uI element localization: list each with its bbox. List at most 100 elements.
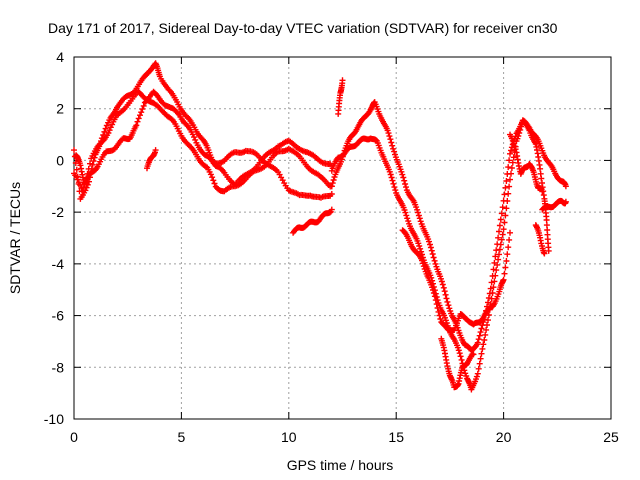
data-point xyxy=(503,178,510,184)
y-tick-label: 4 xyxy=(56,49,64,65)
data-point xyxy=(496,222,503,229)
data-point xyxy=(102,125,109,132)
data-point xyxy=(504,198,511,204)
data-point xyxy=(477,329,484,336)
data-point xyxy=(387,171,394,178)
data-point xyxy=(507,176,513,183)
data-point xyxy=(385,130,392,137)
data-point xyxy=(140,102,147,109)
data-point xyxy=(502,264,509,271)
data-point xyxy=(476,332,483,339)
data-point xyxy=(388,139,395,146)
data-point xyxy=(499,204,506,211)
data-point xyxy=(416,215,423,222)
data-point xyxy=(209,174,216,181)
data-point xyxy=(433,301,440,308)
data-point xyxy=(434,305,441,311)
data-point xyxy=(415,212,422,219)
data-point xyxy=(507,150,513,157)
data-point xyxy=(439,281,446,288)
y-tick-label: -10 xyxy=(44,411,64,427)
data-point xyxy=(399,171,406,178)
data-point xyxy=(500,226,507,233)
data-point xyxy=(391,184,398,191)
data-point xyxy=(478,325,485,332)
y-tick-label: -6 xyxy=(52,308,65,324)
data-point xyxy=(389,177,396,184)
data-point xyxy=(480,341,487,348)
data-point xyxy=(515,133,522,139)
data-point xyxy=(494,261,501,268)
data-point xyxy=(441,288,448,295)
x-tick-label: 15 xyxy=(388,429,404,445)
data-point xyxy=(518,123,525,130)
data-point xyxy=(481,337,488,343)
data-point xyxy=(478,350,485,357)
data-point xyxy=(387,136,394,143)
data-point xyxy=(442,291,449,298)
data-point xyxy=(134,118,141,125)
data-point xyxy=(390,145,397,152)
data-point xyxy=(152,147,159,154)
data-point xyxy=(509,159,516,166)
data-point xyxy=(455,347,462,354)
data-point xyxy=(211,180,218,187)
data-point xyxy=(437,316,444,322)
x-tick-label: 10 xyxy=(281,429,297,445)
data-point xyxy=(403,184,409,191)
data-point xyxy=(428,247,435,254)
data-point xyxy=(496,246,503,253)
data-point xyxy=(404,215,411,222)
data-point xyxy=(505,244,512,251)
data-point xyxy=(106,127,113,134)
data-point xyxy=(435,308,442,315)
data-point xyxy=(430,290,437,296)
data-point xyxy=(107,124,114,131)
data-point xyxy=(329,180,336,187)
data-point xyxy=(436,312,443,319)
data-point xyxy=(495,234,502,241)
data-point xyxy=(516,130,523,136)
data-point xyxy=(73,166,80,173)
data-point xyxy=(506,183,513,190)
data-point xyxy=(419,260,426,267)
data-point xyxy=(505,190,512,197)
data-point xyxy=(105,130,112,136)
data-point xyxy=(504,251,511,258)
data-point xyxy=(391,148,398,155)
data-point xyxy=(416,243,423,249)
x-tick-label: 5 xyxy=(178,429,186,445)
data-point xyxy=(479,345,486,352)
x-tick-labels: 0 5 10 15 20 25 xyxy=(70,429,619,445)
data-point xyxy=(503,258,510,264)
data-point xyxy=(541,250,548,257)
data-point xyxy=(440,284,447,291)
data-point xyxy=(511,143,518,150)
data-point xyxy=(330,177,337,183)
data-point xyxy=(401,177,408,184)
y-tick-labels: -10 -8 -6 -4 -2 0 2 4 xyxy=(44,49,64,427)
data-point xyxy=(137,112,143,119)
data-point xyxy=(191,134,197,141)
data-point xyxy=(384,127,391,134)
y-tick-label: 2 xyxy=(56,101,64,117)
data-point xyxy=(508,165,515,171)
data-point xyxy=(488,279,495,286)
data-point xyxy=(103,122,110,129)
data-point xyxy=(484,322,490,328)
data-point xyxy=(398,168,405,175)
data-point xyxy=(427,241,433,248)
data-point xyxy=(539,188,546,195)
data-point xyxy=(328,206,335,213)
data-point xyxy=(496,251,502,258)
data-point xyxy=(476,360,483,367)
data-point xyxy=(389,142,396,149)
data-point xyxy=(135,115,142,122)
data-point xyxy=(388,174,395,181)
axis-ticks xyxy=(73,56,612,420)
data-point xyxy=(457,353,464,360)
data-point xyxy=(489,290,496,296)
y-tick-label: -4 xyxy=(52,256,65,272)
data-point xyxy=(512,146,519,153)
